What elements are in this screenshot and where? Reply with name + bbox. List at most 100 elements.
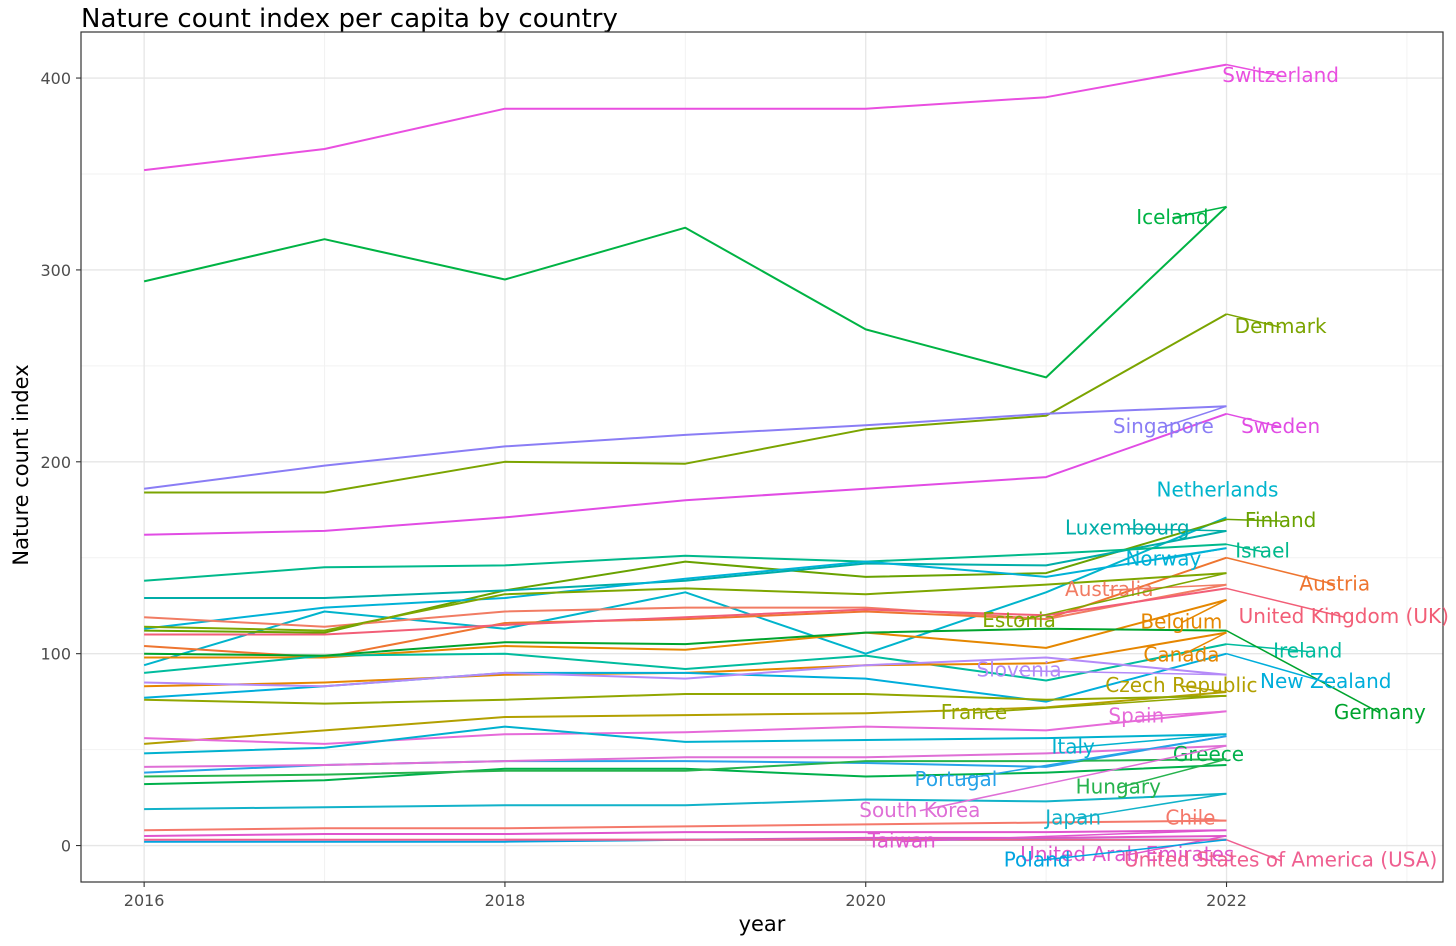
series-line [143,63,1227,172]
series-line [144,710,1227,745]
y-tick-label: 0 [61,837,71,856]
y-tick-label: 400 [40,69,71,88]
label-connector [1181,685,1227,693]
series-label: Netherlands [1157,477,1279,501]
series-label: Israel [1235,539,1290,563]
label-connector [901,829,1227,843]
y-tick-label: 100 [40,645,71,664]
series-label: Canada [1143,642,1219,666]
series-label: Spain [1108,704,1164,728]
plot-panel-border [80,31,1444,883]
label-connector [973,695,1227,714]
x-axis-title: year [739,912,786,936]
label-connector [1073,792,1227,820]
x-tick-label: 2016 [124,891,165,910]
series-label: Estonia [982,608,1056,632]
series-label: Sweden [1241,414,1320,438]
label-connector [1163,547,1227,561]
series-line [144,693,1227,705]
label-connector [1127,527,1227,532]
x-axis: 2016 2018 2020 2022 [124,882,1247,910]
series-line [144,764,1227,786]
label-connector [1018,572,1227,622]
series-label: Finland [1245,508,1316,532]
series-label: United States of America (USA) [1124,848,1437,872]
label-connector [1226,313,1281,328]
series-label: South Korea [859,798,980,822]
label-connector [1118,758,1227,789]
series-line [143,516,1227,667]
series-line [144,758,1227,778]
label-connector [1073,733,1227,749]
series-label: Singapore [1113,414,1214,438]
label-connector [1226,543,1263,553]
series-line [144,656,1227,688]
label-connector [1226,643,1308,653]
series-label: Iceland [1136,205,1208,229]
label-connector [1037,839,1227,862]
series-line [143,547,1227,630]
label-connector [955,735,1227,781]
x-tick-label: 2022 [1206,891,1247,910]
label-connector [919,745,1227,812]
series-line [144,829,1227,837]
series-label: Chile [1165,805,1215,829]
label-connector [1136,710,1227,718]
series-line [144,725,1227,755]
label-connector [1163,405,1227,428]
series-label: Australia [1065,577,1153,601]
label-connector [1226,839,1281,862]
series-label: Luxembourg [1065,516,1190,540]
y-axis: 0 100 200 300 400 [40,69,81,856]
series-line [144,572,1227,632]
series-lines [143,63,1228,843]
label-connector [1181,599,1227,624]
label-connector [1181,631,1227,657]
label-connector [1226,557,1335,586]
label-connector [1226,63,1281,77]
series-label: New Zealand [1260,669,1391,693]
series-label: Taiwan [867,828,936,852]
series-line [144,744,1227,768]
series-label: Portugal [915,767,998,791]
series-line [144,598,1227,659]
chart-title: Nature count index per capita by country [81,4,618,34]
label-connector [1226,629,1381,714]
series-line [144,792,1227,811]
series-line [144,529,1227,599]
series-line [144,819,1227,832]
y-axis-title: Nature count index [9,364,33,565]
series-line [144,583,1227,628]
series-line [143,205,1228,379]
series-label: Japan [1043,805,1101,829]
series-labels: Switzerland Iceland Denmark Singapore Sweden… [859,63,1449,872]
series-label: Norway [1125,546,1201,570]
series-label: Switzerland [1222,63,1339,87]
series-line [144,412,1227,536]
x-tick-label: 2020 [845,891,886,910]
label-connector [1226,413,1281,428]
series-label: Hungary [1076,775,1162,799]
label-connector [1172,205,1227,219]
series-label: Belgium [1140,610,1222,634]
series-label: United Arab Emirates [1020,842,1234,866]
series-label: Austria [1299,571,1370,595]
series-label: Ireland [1273,639,1342,663]
label-connector [1226,587,1344,618]
x-tick-label: 2018 [485,891,526,910]
y-tick-label: 300 [40,261,71,280]
series-label: United Kingdom (UK) [1239,604,1449,628]
series-label: France [941,700,1008,724]
series-label: Slovenia [977,658,1062,682]
label-connector [1190,817,1227,822]
series-label: Italy [1051,734,1095,758]
label-connector [1109,583,1227,591]
label-connector [1019,669,1227,676]
series-label: Poland [1004,848,1071,872]
series-label: Czech Republic [1105,673,1257,697]
series-line [144,627,1227,657]
label-connector [1226,652,1326,683]
label-connector [1226,518,1281,522]
series-line [144,313,1227,494]
